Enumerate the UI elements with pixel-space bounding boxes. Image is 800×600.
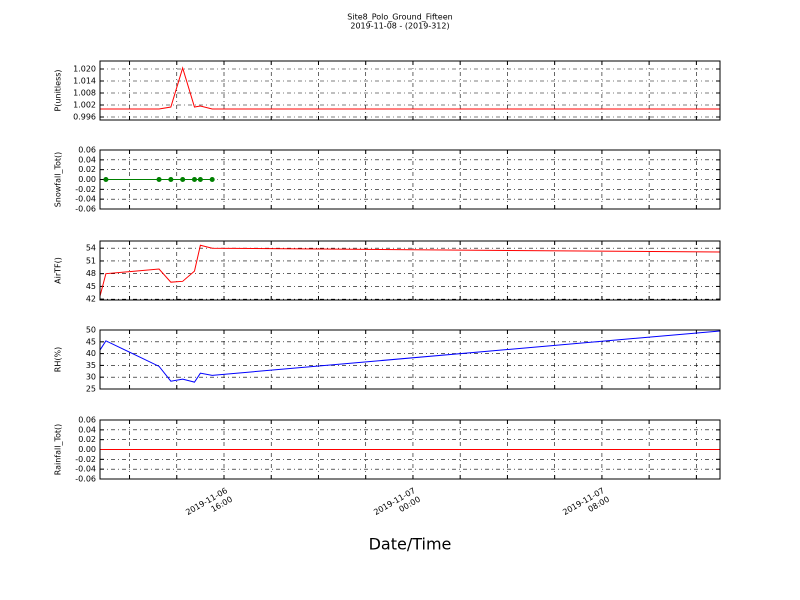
y-tick-label: -0.02 xyxy=(75,455,96,464)
y-axis-label: Snowfall_Tot() xyxy=(54,152,63,208)
y-tick-label: 30 xyxy=(86,373,96,382)
y-tick-label: 51 xyxy=(86,256,96,265)
data-line xyxy=(100,66,720,110)
plot-frame xyxy=(99,419,721,480)
y-tick-label: 45 xyxy=(86,337,96,346)
y-tick-label: 54 xyxy=(86,244,96,253)
y-tick-label: 1.020 xyxy=(73,65,96,74)
x-axis-label: Date/Time xyxy=(369,535,452,554)
y-axis-label: Rainfall_Tot() xyxy=(54,424,63,476)
data-point xyxy=(156,177,162,182)
plot-frame xyxy=(99,60,721,121)
data-point xyxy=(209,177,215,182)
plot-frame xyxy=(99,329,721,390)
y-tick-label: 0.996 xyxy=(73,113,96,122)
chart-subtitle: 2019-11-08 - (2019-312) xyxy=(350,22,449,31)
y-tick-label: 0.02 xyxy=(78,435,96,444)
y-tick-label: 0.04 xyxy=(78,425,96,434)
y-tick-label: 48 xyxy=(86,269,96,278)
y-tick-label: 45 xyxy=(86,282,96,291)
data-point xyxy=(168,177,174,182)
data-point xyxy=(180,177,186,182)
y-tick-label: 0.02 xyxy=(78,165,96,174)
y-tick-label: 40 xyxy=(86,349,96,358)
y-tick-label: 35 xyxy=(86,361,96,370)
y-tick-label: 0.00 xyxy=(78,175,96,184)
y-axis-label: AirTF() xyxy=(54,257,63,284)
y-tick-label: -0.04 xyxy=(75,195,96,204)
y-tick-label: 0.06 xyxy=(78,146,96,155)
y-tick-label: 0.04 xyxy=(78,155,96,164)
y-tick-label: -0.02 xyxy=(75,185,96,194)
y-tick-label: 1.014 xyxy=(73,77,96,86)
y-tick-label: 42 xyxy=(86,295,96,304)
data-line xyxy=(99,244,721,297)
plot-frame xyxy=(99,240,721,301)
y-tick-label: -0.06 xyxy=(75,205,96,214)
chart-title: Site8_Polo_Ground_Fifteen xyxy=(347,13,452,22)
data-line xyxy=(99,330,721,383)
plot-frame xyxy=(99,149,721,210)
y-axis-label: P(unitless) xyxy=(54,69,63,111)
y-tick-label: 1.008 xyxy=(73,89,96,98)
data-point xyxy=(191,177,197,182)
data-point xyxy=(197,177,203,182)
data-point xyxy=(103,177,109,182)
y-tick-label: 1.002 xyxy=(73,101,96,110)
y-tick-label: 0.06 xyxy=(78,416,96,425)
y-tick-label: 25 xyxy=(86,385,96,394)
y-tick-label: -0.04 xyxy=(75,465,96,474)
y-tick-label: -0.06 xyxy=(75,475,96,484)
y-axis-label: RH(%) xyxy=(54,347,63,372)
y-tick-label: 50 xyxy=(86,326,96,335)
y-tick-label: 0.00 xyxy=(78,445,96,454)
